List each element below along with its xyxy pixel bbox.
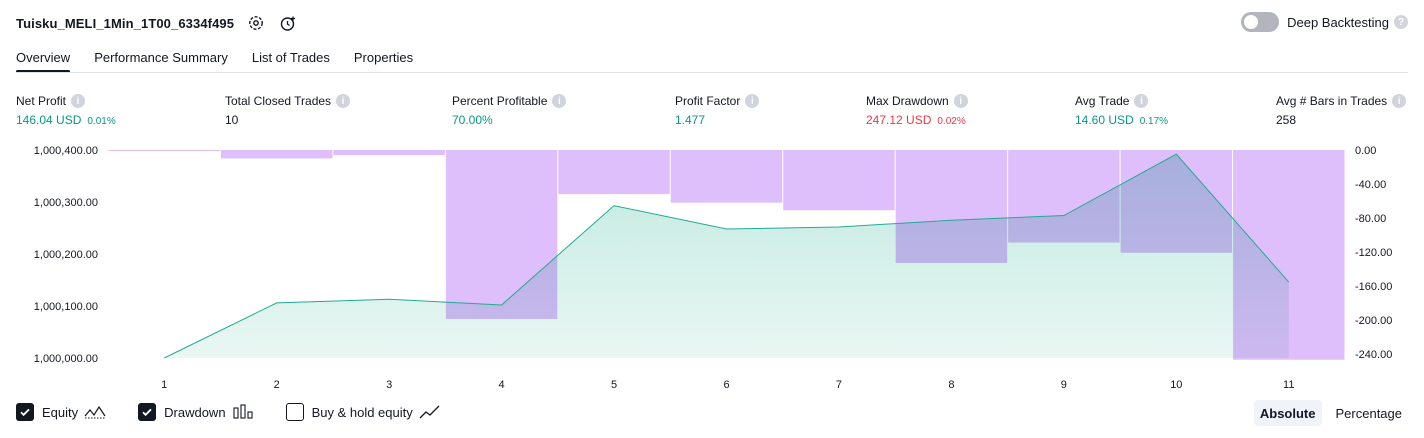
left-axis-tick-label: 1,000,000.00	[34, 353, 98, 365]
metric-label: Total Closed Trades	[225, 94, 332, 108]
legend-equity[interactable]: Equity	[16, 403, 106, 421]
drawdown-bar	[1233, 150, 1345, 360]
strategy-name: Tuisku_MELI_1Min_1T00_6334f495	[16, 15, 235, 31]
x-axis-tick-label: 11	[1283, 379, 1294, 391]
x-axis-tick-label: 4	[499, 379, 505, 391]
right-axis-tick-label: -120.00	[1355, 247, 1392, 259]
info-icon[interactable]: i	[552, 94, 567, 108]
deep-backtesting-label: Deep Backtesting	[1287, 14, 1389, 30]
tab-list-of-trades[interactable]: List of Trades	[251, 50, 330, 65]
drawdown-bar	[1120, 150, 1233, 253]
drawdown-bar	[333, 150, 445, 156]
equity-area	[164, 154, 1289, 358]
drawdown-bar	[108, 150, 220, 151]
info-icon[interactable]: i	[953, 94, 968, 108]
right-axis-tick-label: -160.00	[1355, 281, 1392, 293]
equity-wave-icon	[84, 404, 106, 420]
metric-value: 1.477	[675, 113, 706, 127]
tab-properties[interactable]: Properties	[353, 50, 414, 65]
chart-legend: Equity Drawdown Buy & hold equity	[16, 403, 473, 421]
info-icon[interactable]: i	[1134, 94, 1149, 108]
deep-backtesting: Deep Backtesting ?	[1241, 12, 1408, 32]
info-icon[interactable]: i	[745, 94, 760, 108]
equity-drawdown-chart[interactable]: 1,000,400.00 1,000,300.00 1,000,200.00 1,00…	[0, 138, 1424, 396]
right-axis-tick-label: -200.00	[1355, 315, 1392, 327]
metric-value: 14.60 USD	[1075, 113, 1134, 127]
tab-overview[interactable]: Overview	[16, 46, 71, 76]
info-icon[interactable]: i	[71, 94, 86, 108]
drawdown-bar	[783, 150, 895, 211]
drawdown-bars-icon	[232, 404, 254, 420]
metric-profit-factor: Profit Factor i 1.477	[675, 93, 760, 129]
metric-label: Net Profit	[16, 94, 67, 108]
drawdown-checkbox[interactable]	[138, 403, 157, 421]
metric-value: 70.00%	[452, 113, 493, 127]
drawdown-bar	[558, 150, 670, 195]
tab-divider	[16, 72, 1408, 73]
metric-value: 146.04 USD	[16, 113, 82, 127]
metric-label: Avg Trade	[1075, 94, 1130, 108]
x-axis-tick-label: 6	[723, 379, 729, 391]
legend-label: Drawdown	[164, 404, 226, 420]
x-axis-tick-label: 2	[274, 379, 280, 391]
metric-label: Profit Factor	[675, 94, 741, 108]
equity-line	[164, 153, 1290, 359]
settings-gear-icon[interactable]	[246, 13, 266, 33]
x-axis-tick-label: 7	[836, 379, 842, 391]
info-icon[interactable]: i	[1392, 94, 1407, 108]
buy-hold-checkbox[interactable]	[285, 403, 304, 421]
legend-drawdown[interactable]: Drawdown	[138, 403, 253, 421]
buy-hold-line-icon	[419, 404, 441, 420]
deep-backtesting-toggle[interactable]	[1241, 12, 1280, 32]
metric-value: 10	[225, 113, 239, 127]
tab-performance-summary[interactable]: Performance Summary	[94, 50, 228, 65]
value-mode-switch: Absolute Percentage	[1246, 400, 1408, 426]
equity-checkbox[interactable]	[16, 403, 34, 421]
left-axis-tick-label: 1,000,300.00	[34, 197, 98, 209]
metric-avg-bars: Avg # Bars in Trades i 258	[1276, 93, 1407, 129]
drawdown-bar	[220, 150, 333, 159]
right-axis-tick-label: 0.00	[1355, 145, 1376, 157]
metric-percent-profitable: Percent Profitable i 70.00%	[452, 93, 567, 129]
info-icon[interactable]: i	[336, 94, 351, 108]
right-axis-tick-label: -40.00	[1355, 179, 1386, 191]
metric-percent: 0.01%	[87, 116, 116, 127]
legend-label: Equity	[42, 404, 79, 420]
x-axis-tick-label: 8	[948, 379, 954, 391]
toggle-knob	[1244, 15, 1259, 29]
metric-value: 247.12 USD	[866, 113, 932, 127]
drawdown-bar	[1008, 150, 1120, 243]
strategy-header: Tuisku_MELI_1Min_1T00_6334f495	[16, 10, 298, 36]
drawdown-bar	[445, 150, 558, 319]
x-axis-tick-label: 1	[161, 379, 167, 391]
x-axis-tick-label: 9	[1061, 379, 1067, 391]
drawdown-bar	[895, 150, 1008, 263]
x-axis-tick-label: 10	[1170, 379, 1182, 391]
absolute-button[interactable]: Absolute	[1253, 400, 1322, 426]
right-axis-tick-label: -80.00	[1355, 213, 1386, 225]
x-axis-tick-label: 3	[386, 379, 392, 391]
left-axis-tick-label: 1,000,100.00	[34, 301, 98, 313]
drawdown-bar	[670, 150, 783, 203]
metric-percent: 0.02%	[937, 116, 966, 127]
percentage-button[interactable]: Percentage	[1335, 405, 1403, 421]
metric-value: 258	[1276, 113, 1297, 127]
metric-label: Percent Profitable	[452, 94, 548, 108]
metric-label: Avg # Bars in Trades	[1276, 94, 1388, 108]
x-axis-tick-label: 5	[611, 379, 617, 391]
legend-buy-hold[interactable]: Buy & hold equity	[285, 403, 441, 421]
metric-label: Max Drawdown	[866, 94, 949, 108]
metric-net-profit: Net Profit i 146.04 USD 0.01%	[16, 93, 116, 129]
tab-bar: Overview Performance Summary List of Tra…	[16, 46, 437, 76]
add-alert-clock-icon[interactable]	[278, 13, 298, 33]
left-axis-tick-label: 1,000,400.00	[34, 145, 98, 157]
metric-total-closed-trades: Total Closed Trades i 10	[225, 93, 351, 129]
legend-label: Buy & hold equity	[311, 404, 413, 420]
metric-avg-trade: Avg Trade i 14.60 USD 0.17%	[1075, 93, 1168, 129]
question-icon[interactable]: ?	[1394, 15, 1408, 29]
left-axis-tick-label: 1,000,200.00	[34, 249, 98, 261]
metric-percent: 0.17%	[1139, 116, 1169, 127]
metric-max-drawdown: Max Drawdown i 247.12 USD 0.02%	[866, 93, 968, 129]
right-axis-tick-label: -240.00	[1355, 349, 1392, 361]
